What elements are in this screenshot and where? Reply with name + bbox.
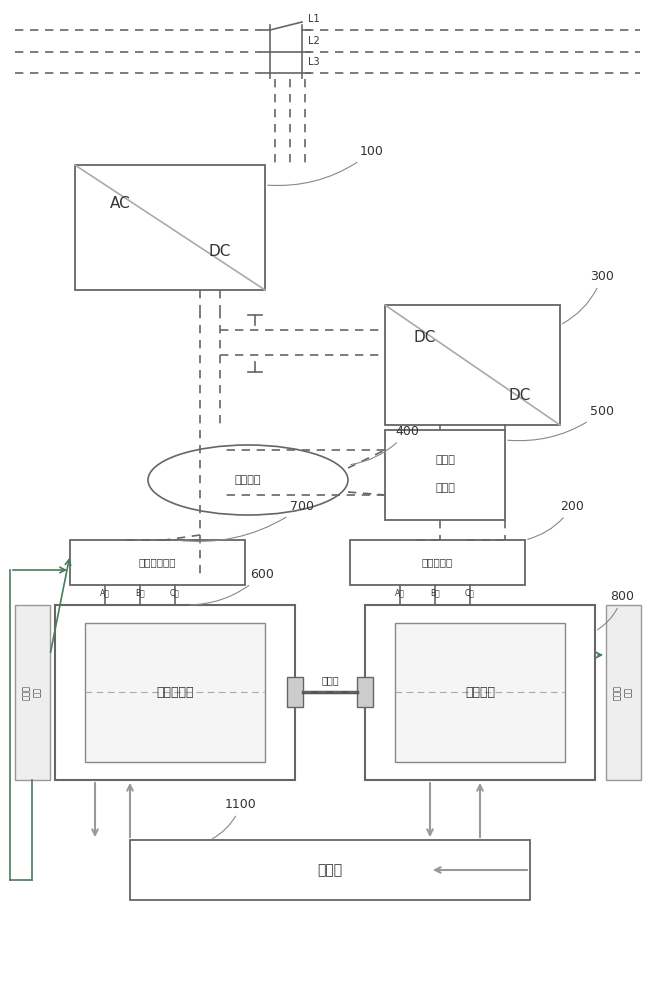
Bar	[350, 540, 525, 585]
Text: 电池管: 电池管	[435, 455, 455, 465]
Bar	[365, 605, 595, 780]
Bar	[287, 677, 303, 707]
Bar	[15, 605, 50, 780]
Text: AC: AC	[110, 196, 131, 211]
Bar	[130, 840, 530, 900]
Text: 800: 800	[597, 590, 634, 630]
Text: 700: 700	[178, 500, 314, 541]
Text: 被测车
转速: 被测车 转速	[613, 684, 633, 700]
Text: 1100: 1100	[212, 798, 257, 839]
Bar	[395, 623, 565, 762]
Text: 被测电机: 被测电机	[465, 686, 495, 698]
Text: DC: DC	[509, 387, 531, 402]
Bar	[85, 623, 265, 762]
Bar	[606, 605, 641, 780]
Text: C相: C相	[465, 588, 475, 597]
Bar	[70, 540, 245, 585]
Text: 电机控制器: 电机控制器	[422, 557, 453, 567]
Text: 理系统: 理系统	[435, 483, 455, 493]
Text: 200: 200	[527, 500, 584, 539]
Text: 测功机控制器: 测功机控制器	[139, 557, 176, 567]
Text: L2: L2	[308, 36, 320, 46]
Ellipse shape	[148, 445, 348, 515]
Text: DC: DC	[414, 330, 436, 344]
Text: B相: B相	[135, 588, 145, 597]
Bar	[357, 677, 373, 707]
Text: 500: 500	[507, 405, 614, 441]
Text: C相: C相	[170, 588, 180, 597]
Text: L1: L1	[308, 14, 320, 24]
Text: 测功机
转速: 测功机 转速	[22, 684, 42, 700]
Text: 动力电池: 动力电池	[234, 475, 261, 485]
Text: A相: A相	[395, 588, 405, 597]
Text: 冷水机: 冷水机	[318, 863, 342, 877]
Text: 电力测功机: 电力测功机	[157, 686, 194, 698]
Text: DC: DC	[209, 244, 231, 259]
Bar	[75, 165, 265, 290]
Text: L3: L3	[308, 57, 320, 67]
Bar	[55, 605, 295, 780]
Text: 传动轴: 传动轴	[321, 675, 339, 685]
Text: 400: 400	[351, 425, 419, 465]
Text: 300: 300	[563, 270, 614, 324]
Bar	[385, 305, 560, 425]
Text: A相: A相	[100, 588, 110, 597]
Text: 600: 600	[190, 568, 274, 605]
Text: B相: B相	[430, 588, 440, 597]
Text: 100: 100	[268, 145, 384, 186]
Bar	[385, 430, 505, 520]
